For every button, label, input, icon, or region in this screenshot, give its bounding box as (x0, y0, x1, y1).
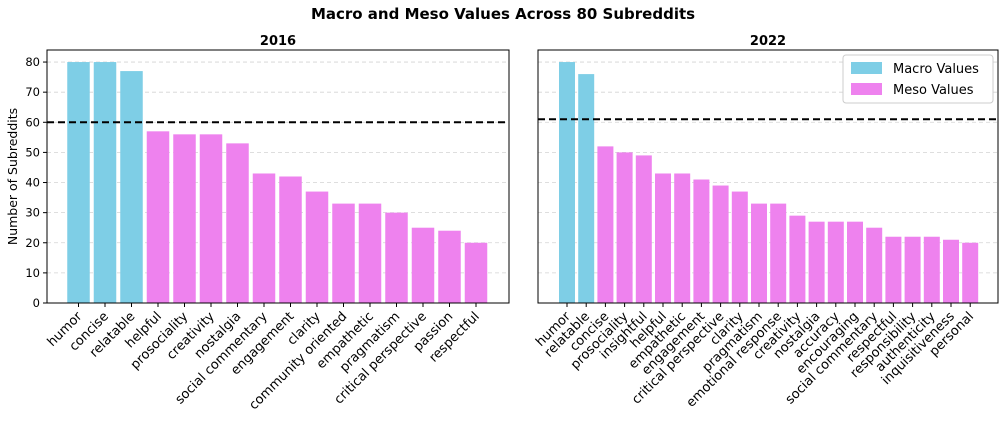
bar-respectful (885, 236, 902, 303)
bar-emotional-response (770, 203, 787, 303)
bar-nostalgia (808, 221, 825, 303)
bar-community-oriented (332, 203, 355, 303)
bar-helpful (655, 173, 671, 303)
y-tick-label: 0 (33, 296, 40, 310)
bar-personal (962, 242, 979, 303)
y-tick-label: 70 (25, 85, 40, 99)
y-tick-label: 30 (25, 206, 40, 220)
axes-frame (537, 49, 999, 304)
y-tick-label: 80 (25, 55, 40, 69)
bar-prosociality (173, 134, 196, 303)
bar-pragmatism (385, 212, 408, 303)
y-tick-label: 40 (25, 176, 40, 190)
y-tick-label: 10 (25, 266, 40, 280)
y-tick-label: 20 (25, 236, 40, 250)
bar-clarity (731, 191, 748, 303)
bar-concise (597, 146, 614, 303)
bar-empathetic (674, 173, 691, 303)
legend-label-meso: Meso Values (893, 83, 974, 98)
y-tick-label: 60 (25, 115, 40, 129)
bar-social-commentary (866, 227, 883, 303)
panel-2016: 2016 0 10 20 30 40 50 60 70 80 Number of Subreddit… (5, 34, 510, 413)
legend-swatch-meso (851, 83, 882, 95)
bar-pragmatism (751, 203, 767, 303)
bar-concise (93, 62, 117, 303)
bar-prosociality (616, 152, 633, 303)
bar-engagement (693, 179, 710, 303)
bar-respectful (464, 242, 488, 303)
panel-title: 2016 (260, 34, 296, 49)
bar-encouraging (847, 221, 863, 303)
bar-humor (67, 62, 90, 303)
bar-authenticity (923, 236, 940, 303)
panel-title: 2022 (750, 34, 786, 49)
bar-clarity (305, 191, 329, 303)
y-tick-label: 50 (25, 145, 40, 159)
bar-creativity (789, 215, 806, 303)
bar-inquisitiveness (943, 239, 959, 303)
legend: Macro Values Meso Values (842, 54, 994, 104)
bar-nostalgia (226, 143, 249, 303)
panel-2022: 2022humorrelatableconciseprosocialityins… (533, 34, 999, 411)
bar-critical-perspective (411, 227, 435, 303)
axes-frame (46, 49, 510, 304)
bar-creativity (199, 134, 223, 303)
bar-responsibility (904, 236, 921, 303)
bar-accuracy (827, 221, 844, 303)
bar-humor (559, 62, 575, 303)
figure-title: Macro and Meso Values Across 80 Subreddi… (311, 5, 695, 23)
bar-insightful (635, 155, 652, 303)
y-axis-label: Number of Subreddits (5, 108, 20, 245)
bar-critical-perspective (712, 185, 729, 303)
bar-relatable (120, 71, 143, 303)
legend-label-macro: Macro Values (893, 62, 979, 77)
legend-swatch-macro (851, 62, 882, 74)
bar-engagement (279, 176, 302, 303)
bar-empathetic (358, 203, 382, 303)
bar-passion (438, 230, 461, 303)
bar-helpful (146, 131, 170, 303)
bar-relatable (578, 74, 595, 303)
bar-social-commentary (252, 173, 276, 303)
